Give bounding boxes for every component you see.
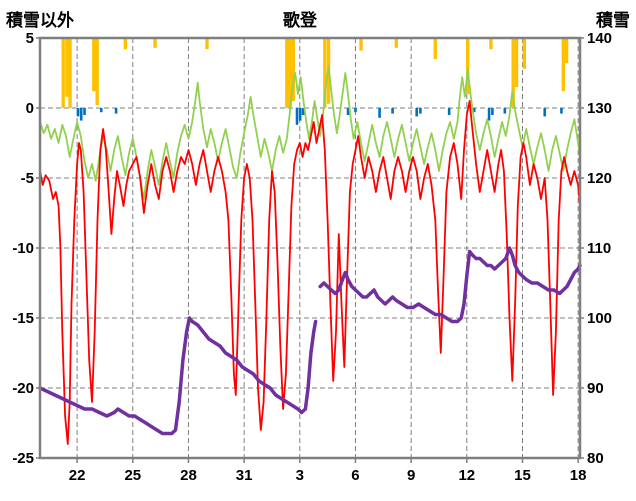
precip-bar: [354, 108, 357, 113]
sunshine-bar: [489, 38, 493, 50]
sunshine-bar: [123, 38, 128, 50]
precip-bar: [83, 108, 86, 115]
right-axis-title: 積雪: [596, 11, 630, 30]
snow-depth-line: [38, 316, 318, 436]
temperature-line: [39, 100, 581, 445]
x-tick-label: 6: [351, 467, 359, 484]
precip-bar: [503, 108, 507, 114]
left-tick-label: -20: [12, 380, 34, 397]
left-tick-label: 5: [26, 30, 34, 47]
sunshine-bar: [285, 38, 289, 108]
precip-bar: [491, 108, 494, 115]
sunshine-bar: [522, 38, 526, 69]
precip-bar: [346, 108, 350, 115]
precip-bar: [301, 108, 305, 115]
x-tick-label: 12: [458, 467, 475, 484]
sunshine-bar: [466, 38, 470, 94]
green-series-line: [39, 65, 581, 200]
sunshine-bar: [153, 38, 157, 48]
precip-bar: [378, 108, 381, 118]
precip-bar: [79, 108, 83, 121]
right-tick-label: 130: [587, 100, 612, 117]
sunshine-bar: [433, 38, 437, 59]
right-tick-label: 140: [587, 30, 612, 47]
sunshine-bar: [564, 38, 569, 64]
sunshine-bar: [323, 38, 327, 108]
sunshine-bar: [68, 38, 72, 108]
x-tick-label: 9: [407, 467, 415, 484]
right-tick-label: 100: [587, 310, 612, 327]
precip-bar: [391, 108, 394, 114]
precip-bar: [487, 108, 491, 121]
x-tick-label: 15: [514, 467, 531, 484]
sunshine-bar: [92, 38, 96, 92]
right-tick-label: 80: [587, 450, 604, 467]
x-tick-label: 31: [236, 467, 253, 484]
sunshine-bar: [511, 38, 515, 108]
precip-bar: [295, 108, 299, 125]
precip-bar: [543, 108, 547, 117]
x-tick-label: 3: [296, 467, 304, 484]
left-axis-title: 積雪以外: [6, 11, 74, 30]
sunshine-bar: [61, 38, 65, 108]
left-tick-label: -10: [12, 240, 34, 257]
sunshine-bar: [514, 38, 519, 87]
precip-bar: [415, 108, 418, 117]
left-tick-label: 0: [26, 100, 34, 117]
right-tick-label: 90: [587, 380, 604, 397]
precip-bar: [419, 108, 422, 114]
left-tick-label: -15: [12, 310, 34, 327]
sunshine-bar: [291, 38, 295, 101]
precip-bar: [472, 108, 476, 113]
right-tick-label: 110: [587, 240, 611, 257]
left-tick-label: -25: [12, 450, 34, 467]
precip-bar: [560, 108, 563, 114]
x-tick-label: 18: [570, 467, 587, 484]
sunshine-bar: [205, 38, 209, 50]
chart-title: 歌登: [283, 11, 317, 30]
sunshine-bar: [288, 38, 292, 108]
sunshine-bar: [65, 38, 69, 97]
right-tick-label: 120: [587, 170, 612, 187]
precip-bar: [114, 108, 118, 114]
precip-bar: [99, 108, 103, 113]
snow-depth-line: [318, 246, 582, 324]
precip-bar: [76, 108, 80, 117]
sunshine-bar: [95, 38, 99, 106]
x-tick-label: 28: [180, 467, 197, 484]
precip-bar: [298, 108, 302, 121]
left-tick-label: -5: [21, 170, 34, 187]
sunshine-bar: [394, 38, 398, 48]
x-tick-label: 25: [124, 467, 141, 484]
sunshine-bar: [561, 38, 565, 92]
x-tick-label: 22: [69, 467, 86, 484]
precip-bar: [447, 108, 451, 115]
sunshine-bar: [359, 38, 363, 51]
